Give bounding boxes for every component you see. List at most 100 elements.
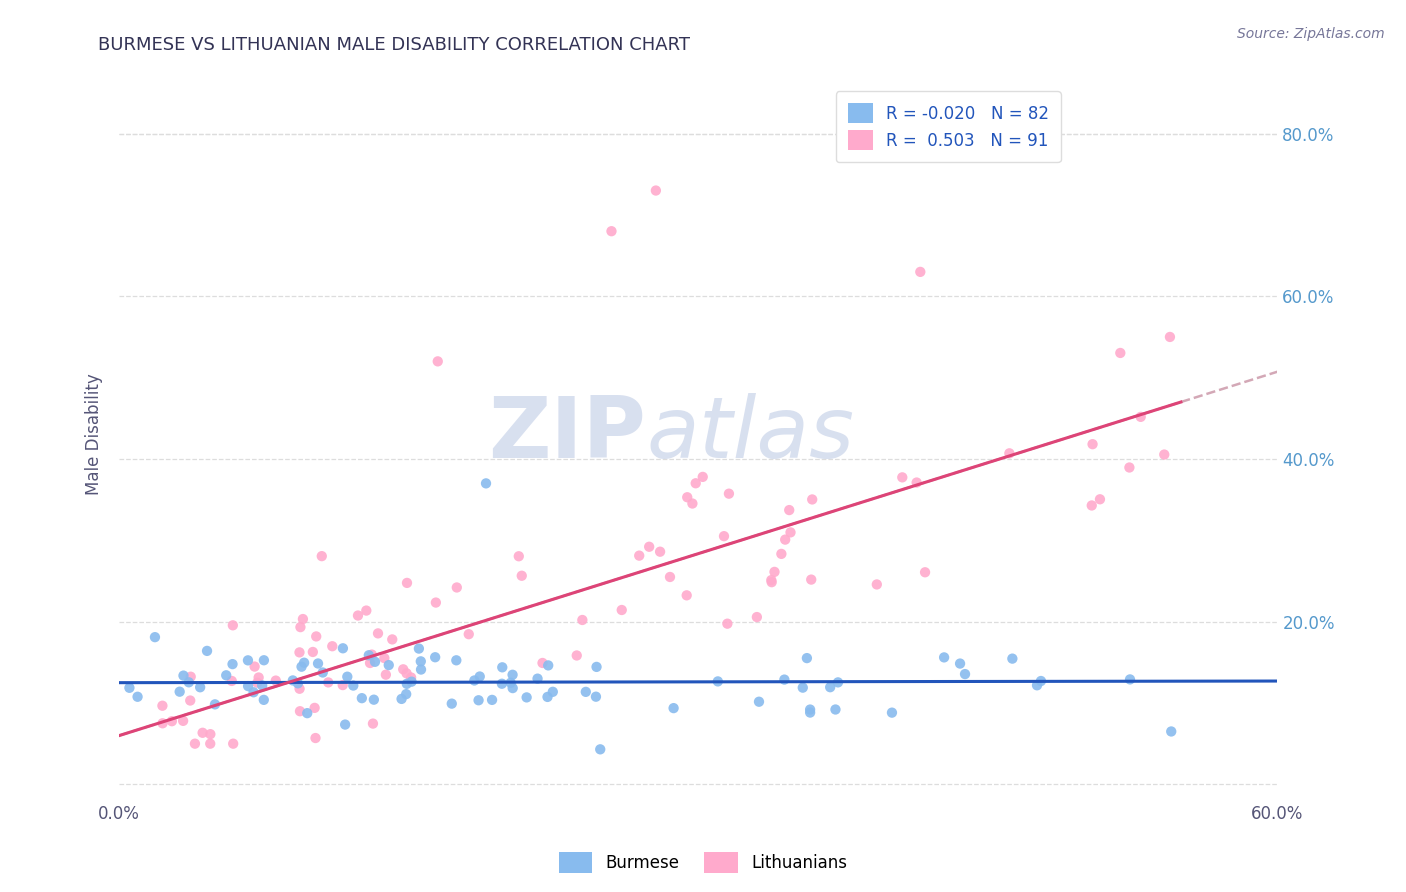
Point xyxy=(675,588,697,602)
Point xyxy=(288,704,311,718)
Point xyxy=(247,671,270,685)
Point xyxy=(347,608,370,623)
Point xyxy=(392,662,415,676)
Point xyxy=(1001,651,1024,665)
Point xyxy=(312,665,335,680)
Point xyxy=(350,691,373,706)
Point xyxy=(152,716,174,731)
Point xyxy=(395,687,418,701)
Point xyxy=(800,573,823,587)
Point xyxy=(510,568,533,582)
Point xyxy=(932,650,955,665)
Point xyxy=(1119,673,1142,687)
Point xyxy=(221,657,243,672)
Point xyxy=(717,486,740,500)
Point xyxy=(1026,678,1049,692)
Point xyxy=(571,613,593,627)
Point xyxy=(1159,330,1181,344)
Point xyxy=(914,566,936,580)
Point xyxy=(200,737,222,751)
Point xyxy=(1153,448,1175,462)
Point xyxy=(799,702,821,716)
Point xyxy=(792,681,814,695)
Point xyxy=(179,693,201,707)
Point xyxy=(425,596,447,610)
Point xyxy=(143,630,166,644)
Point xyxy=(778,503,800,517)
Point xyxy=(191,726,214,740)
Point xyxy=(681,496,703,510)
Point xyxy=(713,529,735,543)
Point xyxy=(307,657,329,671)
Point xyxy=(628,549,651,563)
Point xyxy=(377,658,399,673)
Point xyxy=(169,684,191,698)
Point xyxy=(1088,492,1111,507)
Point xyxy=(600,224,623,238)
Point xyxy=(221,673,243,688)
Point xyxy=(332,678,354,692)
Point xyxy=(692,470,714,484)
Point xyxy=(304,701,326,715)
Point xyxy=(236,679,259,693)
Point xyxy=(998,446,1021,460)
Point xyxy=(409,654,432,668)
Point xyxy=(288,645,311,659)
Point xyxy=(395,677,418,691)
Point xyxy=(537,658,560,673)
Point xyxy=(222,737,245,751)
Point xyxy=(748,695,770,709)
Point xyxy=(290,620,312,634)
Point xyxy=(374,667,396,681)
Point xyxy=(342,679,364,693)
Text: Source: ZipAtlas.com: Source: ZipAtlas.com xyxy=(1237,27,1385,41)
Point xyxy=(526,672,548,686)
Point xyxy=(401,674,423,689)
Point xyxy=(321,639,343,653)
Point xyxy=(575,685,598,699)
Point xyxy=(467,693,489,707)
Point xyxy=(399,671,422,685)
Point xyxy=(180,670,202,684)
Point xyxy=(391,692,413,706)
Point xyxy=(222,618,245,632)
Point xyxy=(242,685,264,699)
Point xyxy=(357,648,380,663)
Point xyxy=(585,690,607,704)
Point xyxy=(761,575,783,590)
Point xyxy=(1081,437,1104,451)
Point xyxy=(253,693,276,707)
Point xyxy=(589,742,612,756)
Point xyxy=(243,659,266,673)
Point xyxy=(585,660,607,674)
Point xyxy=(536,690,558,704)
Point xyxy=(685,476,707,491)
Point xyxy=(118,681,141,695)
Point xyxy=(516,690,538,705)
Point xyxy=(302,645,325,659)
Point xyxy=(457,627,479,641)
Point xyxy=(446,581,468,595)
Point xyxy=(745,610,768,624)
Point xyxy=(953,667,976,681)
Point xyxy=(184,737,207,751)
Point xyxy=(440,697,463,711)
Legend: Burmese, Lithuanians: Burmese, Lithuanians xyxy=(553,846,853,880)
Text: BURMESE VS LITHUANIAN MALE DISABILITY CORRELATION CHART: BURMESE VS LITHUANIAN MALE DISABILITY CO… xyxy=(98,36,690,54)
Point xyxy=(541,685,564,699)
Point xyxy=(333,717,356,731)
Point xyxy=(246,675,269,690)
Point xyxy=(361,716,384,731)
Point xyxy=(290,659,312,673)
Point xyxy=(426,354,449,368)
Point xyxy=(531,656,554,670)
Point xyxy=(292,656,315,670)
Point xyxy=(796,651,818,665)
Point xyxy=(891,470,914,484)
Point xyxy=(172,714,194,728)
Point xyxy=(818,680,841,694)
Point xyxy=(373,651,395,665)
Point xyxy=(236,653,259,667)
Point xyxy=(264,673,287,688)
Point xyxy=(648,544,671,558)
